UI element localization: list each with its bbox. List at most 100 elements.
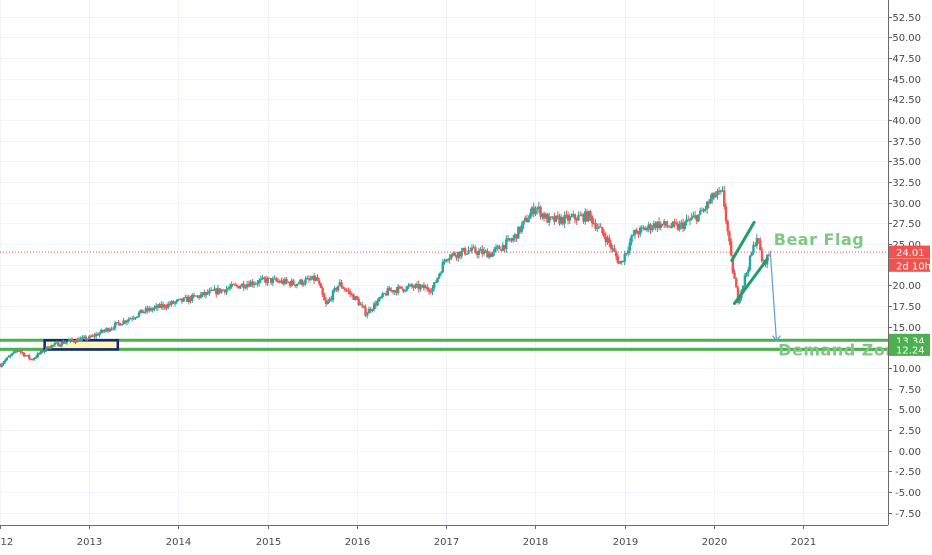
- chart-annotation[interactable]: Demand Zone: [778, 341, 908, 360]
- x-axis[interactable]: 2012 2013 2014 2015 2016 2017 2018 2019 2020 2021: [0, 525, 888, 548]
- candle-body: [321, 288, 324, 295]
- candle-body: [620, 260, 623, 264]
- candle-body: [232, 284, 235, 286]
- candle: [362, 305, 366, 309]
- candle: [717, 187, 721, 195]
- candle: [311, 275, 314, 280]
- candle: [508, 237, 511, 242]
- candle: [79, 336, 82, 342]
- candle: [218, 288, 221, 295]
- candle-body: [472, 247, 475, 249]
- candle: [98, 331, 101, 338]
- candle: [676, 221, 680, 231]
- candle-body: [572, 214, 575, 217]
- candle: [101, 329, 105, 334]
- candle: [36, 351, 39, 359]
- candle: [278, 279, 281, 284]
- candle: [137, 310, 141, 318]
- candle: [7, 355, 10, 358]
- candle-body: [506, 238, 510, 240]
- candle-body: [94, 334, 98, 337]
- candle-body: [328, 298, 331, 302]
- candle-body: [376, 300, 379, 306]
- candle: [596, 223, 599, 232]
- candle: [391, 289, 395, 295]
- candle: [45, 346, 48, 353]
- candle: [575, 217, 578, 225]
- candle: [400, 286, 403, 290]
- candle-body: [604, 236, 608, 243]
- candle-body: [408, 284, 412, 286]
- candle: [678, 220, 681, 232]
- candle-body: [486, 250, 489, 258]
- y-tick-label: 7.50: [899, 385, 921, 396]
- candle-body: [254, 283, 257, 285]
- candle-body: [86, 338, 89, 340]
- candle: [65, 341, 69, 345]
- candle-body: [216, 288, 220, 295]
- candle-body: [287, 281, 290, 283]
- candle: [160, 301, 163, 310]
- candle: [319, 282, 323, 289]
- candle: [184, 294, 187, 299]
- flag-trendline[interactable]: [732, 257, 770, 305]
- candle: [146, 305, 149, 314]
- candle-body: [695, 215, 699, 222]
- candle-body: [173, 302, 177, 304]
- candle-body: [613, 248, 616, 252]
- candle: [129, 317, 132, 320]
- y-tick-label: 0.00: [899, 447, 921, 458]
- candle: [561, 216, 565, 226]
- candle: [743, 273, 747, 290]
- candle: [539, 205, 542, 220]
- candle: [230, 281, 233, 290]
- candle-body: [281, 280, 285, 285]
- candle: [654, 221, 657, 231]
- chart-annotation[interactable]: Bear Flag: [774, 230, 864, 249]
- candle-body: [548, 216, 551, 223]
- candle: [760, 247, 764, 264]
- projection-line[interactable]: [769, 250, 778, 341]
- candle: [726, 219, 729, 236]
- candle-body: [469, 250, 472, 252]
- candle-body: [673, 221, 676, 224]
- candle-body: [549, 216, 553, 218]
- candle: [604, 232, 608, 247]
- candle-body: [367, 308, 371, 314]
- candle: [443, 258, 446, 265]
- candle-body: [726, 220, 729, 232]
- candle-body: [364, 307, 367, 316]
- candle: [621, 260, 625, 263]
- history-zone-box[interactable]: [43, 339, 120, 351]
- candle: [91, 334, 94, 338]
- candle-body: [719, 190, 723, 192]
- candle: [103, 328, 106, 333]
- candle-body: [714, 195, 717, 198]
- candle-body: [433, 282, 436, 289]
- candle-body: [733, 272, 736, 279]
- candle: [254, 281, 257, 286]
- y-tick-label: 37.50: [892, 137, 921, 148]
- candle-body: [132, 318, 136, 320]
- candle-body: [508, 238, 511, 241]
- candle-body: [614, 251, 618, 257]
- y-tick-label: 35.00: [892, 157, 921, 168]
- candles: [0, 185, 771, 368]
- demand-zone-lower-label-bg: [889, 342, 930, 356]
- candle-body: [196, 295, 199, 297]
- candle-body: [400, 286, 403, 289]
- candle: [348, 288, 352, 298]
- y-axis[interactable]: 52.50 50.00 47.50 45.00 42.50 40.00 37.50 35.00…: [888, 0, 921, 525]
- candle-body: [256, 283, 259, 285]
- flag-trendline[interactable]: [730, 220, 756, 262]
- candle: [163, 303, 166, 311]
- candle: [256, 280, 259, 287]
- candle-body: [704, 209, 707, 211]
- candle: [223, 289, 227, 295]
- candle: [355, 295, 359, 300]
- candle-body: [755, 238, 759, 246]
- candle-body: [455, 255, 458, 258]
- candle: [372, 301, 376, 312]
- candle-body: [494, 247, 498, 250]
